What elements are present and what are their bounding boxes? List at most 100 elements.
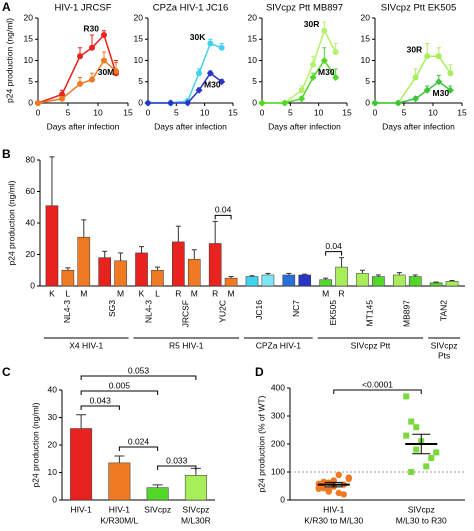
category-label: L xyxy=(66,288,71,298)
marker xyxy=(59,95,65,102)
chart-title: HIV-1 JRCSF xyxy=(54,3,111,14)
y-tick-label: 30 xyxy=(48,412,58,422)
marker xyxy=(321,27,328,34)
series-line xyxy=(262,59,337,104)
x-axis-label: Days after infection xyxy=(154,121,227,131)
x-tick-label: 5 xyxy=(288,107,293,117)
marker xyxy=(332,49,339,55)
significance-label: 0.033 xyxy=(166,455,188,465)
group-label: Pts xyxy=(438,350,450,360)
point xyxy=(315,485,322,492)
marker xyxy=(309,73,317,82)
bar xyxy=(335,266,348,287)
strain-label: JC16 xyxy=(254,300,264,320)
x-tick-label: 15 xyxy=(228,107,238,117)
significance xyxy=(118,446,159,451)
strain-label: TAN2 xyxy=(438,300,448,321)
category-label: R xyxy=(175,288,181,298)
marker xyxy=(412,74,419,81)
marker xyxy=(310,61,316,68)
x-tick-label: 0 xyxy=(36,107,41,117)
significance-label: 0.024 xyxy=(128,436,150,446)
bar xyxy=(45,205,59,287)
group-label: CPZa HIV-1 xyxy=(256,340,302,350)
y-tick-label: 5 xyxy=(28,76,33,86)
y-tick-label: 15 xyxy=(361,34,371,44)
point xyxy=(403,393,410,400)
significance-label: 0.053 xyxy=(128,365,150,375)
marker xyxy=(35,100,41,106)
x-tick-label: M/L30R xyxy=(181,515,211,525)
strain-label: EK505 xyxy=(328,300,338,326)
bar xyxy=(298,274,312,287)
bar xyxy=(245,276,259,287)
x-tick-label: 10 xyxy=(93,107,103,117)
point xyxy=(320,485,327,492)
y-tick-label: 20 xyxy=(361,12,371,22)
marker xyxy=(206,69,214,77)
point xyxy=(428,455,435,461)
y-tick-label: 5 xyxy=(365,76,370,86)
group-label: X4 HIV-1 xyxy=(69,340,103,350)
bar xyxy=(429,282,443,287)
category-label: M xyxy=(117,288,124,298)
y-tick-label: 0 xyxy=(252,97,257,107)
series-label: 30K xyxy=(190,32,206,42)
category-label: L xyxy=(155,288,160,298)
point xyxy=(408,418,415,425)
marker xyxy=(424,53,431,60)
point xyxy=(335,489,342,497)
significance-label: <0.0001 xyxy=(362,379,393,389)
bar xyxy=(224,277,238,287)
y-tick-label: 15 xyxy=(24,34,34,44)
bar xyxy=(372,276,385,287)
marker xyxy=(218,44,225,51)
y-tick-label: 10 xyxy=(24,55,34,65)
bar xyxy=(184,475,207,501)
bar xyxy=(356,273,369,287)
category-label: M xyxy=(80,288,87,298)
marker xyxy=(412,95,420,103)
y-tick-label: 20 xyxy=(248,12,258,22)
y-tick-label: 0 xyxy=(280,494,285,504)
marker xyxy=(167,99,175,107)
marker xyxy=(144,99,152,107)
marker xyxy=(89,76,95,83)
strain-label: NL4-3 xyxy=(62,300,72,323)
marker xyxy=(435,78,443,86)
y-tick-label: 10 xyxy=(361,55,371,65)
x-tick-label: SIVcpz xyxy=(144,504,171,514)
significance xyxy=(80,405,120,410)
marker xyxy=(184,99,192,107)
marker xyxy=(371,99,379,107)
bar xyxy=(146,487,169,501)
marker xyxy=(89,44,95,51)
y-tick-label: 10 xyxy=(134,55,144,65)
panel-label: D xyxy=(255,365,264,379)
x-tick-label: 5 xyxy=(66,107,71,117)
point xyxy=(413,424,420,431)
x-tick-label: K/R30 to M/L30 xyxy=(304,515,363,525)
y-tick-label: 15 xyxy=(134,34,144,44)
point xyxy=(340,491,347,498)
y-tick-label: 40 xyxy=(26,217,36,227)
x-tick-label: 0 xyxy=(373,107,378,117)
series-label: M30 xyxy=(204,80,221,90)
point xyxy=(408,469,415,475)
marker xyxy=(101,32,107,38)
bar xyxy=(282,274,296,287)
x-axis-label: Days after infection xyxy=(382,121,455,131)
strain-label: NL4-3 xyxy=(144,300,154,323)
x-tick-label: K/R30M/L xyxy=(100,515,138,525)
series-label: R30 xyxy=(83,23,99,33)
significance xyxy=(214,214,232,220)
y-axis-label: p24 production (ng/ml) xyxy=(4,18,14,103)
y-tick-label: 80 xyxy=(26,154,36,164)
bar xyxy=(77,236,91,287)
marker xyxy=(77,80,83,87)
panel-label: C xyxy=(2,365,11,379)
strain-label: MB897 xyxy=(402,300,412,327)
bar xyxy=(114,260,127,287)
bar xyxy=(151,270,164,287)
